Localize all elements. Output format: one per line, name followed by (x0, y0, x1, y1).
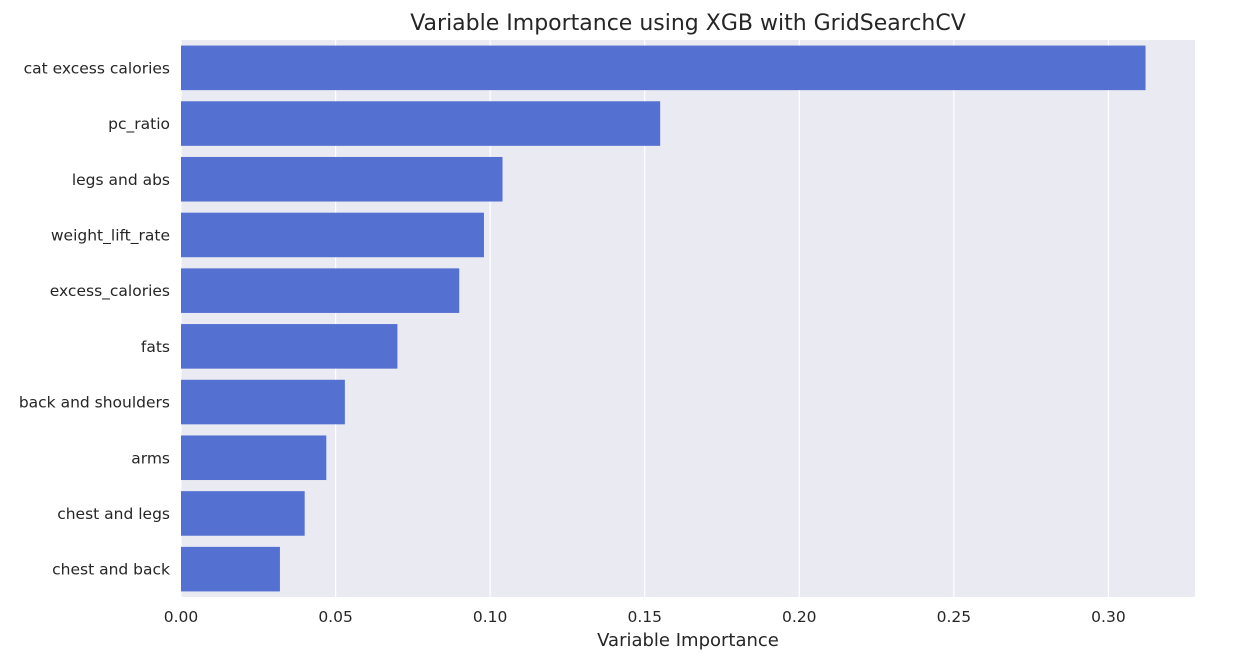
x-tick-label: 0.15 (627, 608, 662, 626)
bar (181, 435, 327, 481)
y-tick-label: fats (141, 338, 170, 356)
y-tick-label: excess_calories (50, 282, 170, 301)
y-tick-label: cat excess calories (24, 59, 170, 77)
y-tick-label: chest and legs (57, 505, 170, 523)
bar (181, 212, 484, 258)
bar (181, 491, 305, 536)
bar (181, 101, 661, 146)
y-tick-label: legs and abs (72, 171, 170, 189)
bar (181, 45, 1146, 91)
bars (181, 45, 1146, 592)
x-tick-label: 0.10 (473, 608, 508, 626)
bar (181, 324, 398, 369)
x-tick-label: 0.20 (782, 608, 817, 626)
y-tick-label: weight_lift_rate (51, 226, 170, 245)
x-tick-label: 0.30 (1091, 608, 1126, 626)
x-tick-label: 0.00 (164, 608, 199, 626)
x-tick-label: 0.05 (318, 608, 353, 626)
x-tick-label: 0.25 (937, 608, 972, 626)
bar (181, 156, 503, 202)
x-tick-labels: 0.00 0.05 0.10 0.15 0.20 0.25 0.30 (164, 608, 1126, 626)
bar (181, 379, 345, 425)
bar (181, 546, 280, 592)
y-tick-label: chest and back (52, 561, 170, 579)
chart-title: Variable Importance using XGB with GridS… (410, 11, 966, 36)
x-axis-label: Variable Importance (597, 630, 779, 651)
y-tick-label: back and shoulders (19, 394, 170, 412)
y-tick-label: pc_ratio (108, 115, 170, 134)
y-tick-label: arms (131, 449, 170, 467)
bar (181, 268, 460, 313)
